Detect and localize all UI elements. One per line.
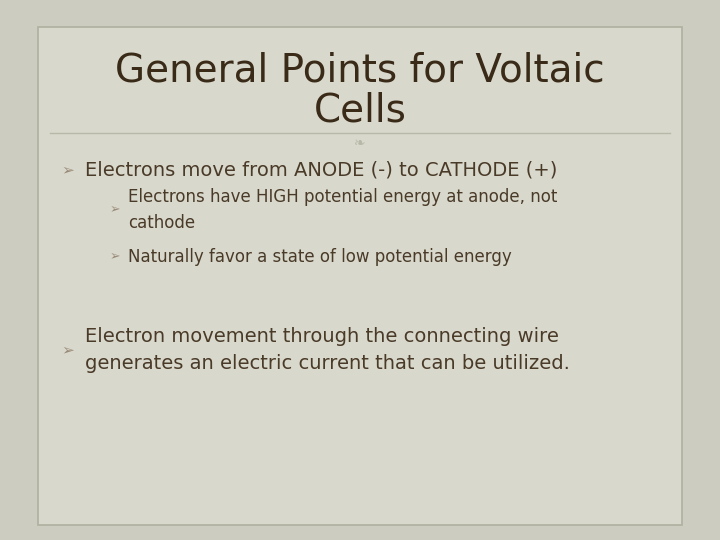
Text: ➢: ➢ — [109, 251, 120, 264]
Text: Electron movement through the connecting wire
generates an electric current that: Electron movement through the connecting… — [85, 327, 570, 373]
Text: ➢: ➢ — [62, 342, 74, 357]
Text: General Points for Voltaic: General Points for Voltaic — [115, 51, 605, 89]
Text: Electrons move from ANODE (-) to CATHODE (+): Electrons move from ANODE (-) to CATHODE… — [85, 160, 557, 179]
FancyBboxPatch shape — [38, 27, 682, 525]
Text: Cells: Cells — [314, 91, 406, 129]
Text: Naturally favor a state of low potential energy: Naturally favor a state of low potential… — [128, 248, 512, 266]
Text: Electrons have HIGH potential energy at anode, not
cathode: Electrons have HIGH potential energy at … — [128, 188, 557, 232]
Text: ❧: ❧ — [354, 136, 366, 150]
Text: ➢: ➢ — [109, 204, 120, 217]
Text: ➢: ➢ — [62, 163, 74, 178]
